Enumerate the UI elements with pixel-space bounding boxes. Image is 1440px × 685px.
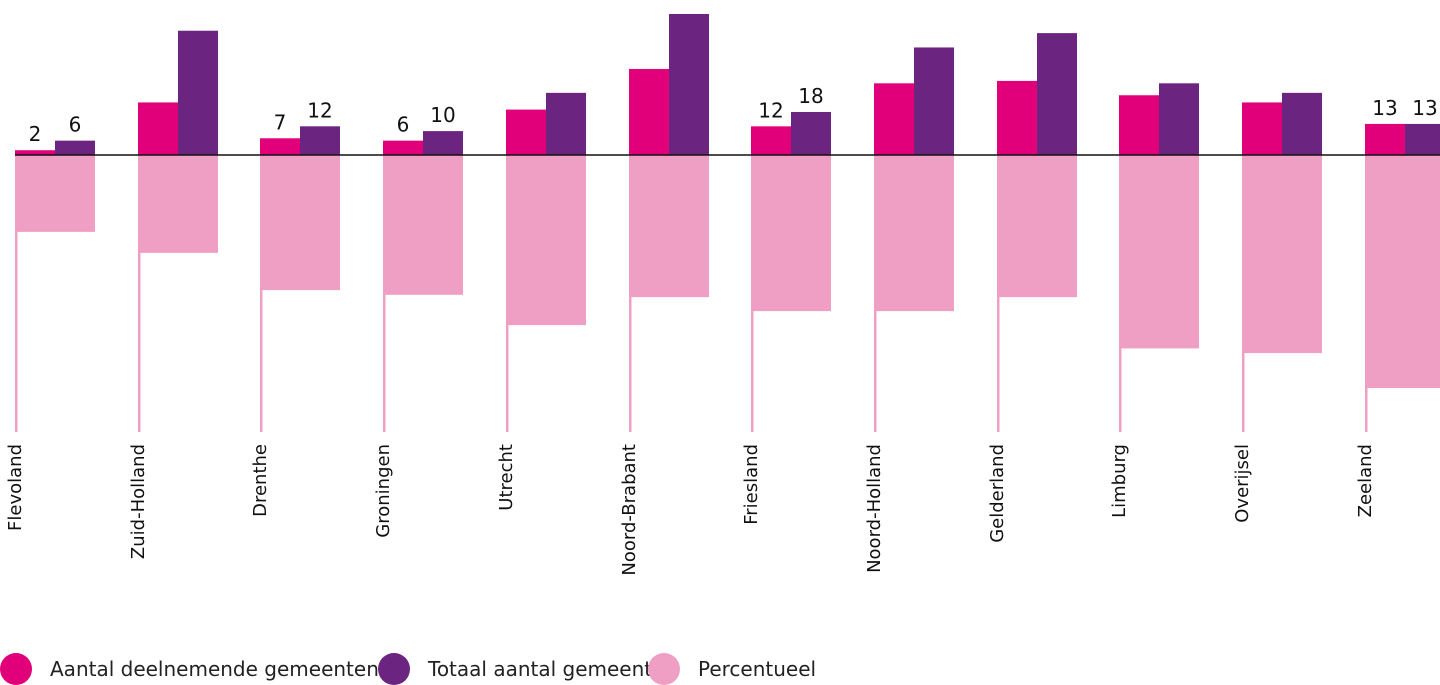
data-label-totaal-friesland: 18 xyxy=(798,84,823,108)
percent-bar-noord-holland xyxy=(874,155,954,312)
data-label-deelnemend-flevoland: 2 xyxy=(29,122,42,146)
percent-bar-gelderland xyxy=(997,155,1077,298)
legend-label-percentueel: Percentueel xyxy=(698,657,817,681)
legend-item-deelnemend: Aantal deelnemende gemeenten xyxy=(0,653,379,685)
leader-line-groningen xyxy=(383,155,386,432)
data-label-totaal-groningen: 10 xyxy=(430,103,455,127)
legend-swatch-deelnemend xyxy=(0,653,32,685)
category-label-noord-brabant: Noord-Brabant xyxy=(619,444,640,576)
totaal-bar-flevoland xyxy=(55,140,95,155)
deelnemend-bar-groningen xyxy=(383,140,423,155)
category-label-groningen: Groningen xyxy=(373,444,394,538)
data-label-totaal-flevoland: 6 xyxy=(69,113,82,137)
deelnemend-bar-drenthe xyxy=(260,138,300,155)
totaal-bar-noord-brabant xyxy=(669,14,709,155)
leader-line-overijsel xyxy=(1242,155,1245,432)
totaal-bar-drenthe xyxy=(300,126,340,155)
category-label-drenthe: Drenthe xyxy=(250,444,271,517)
percent-bar-noord-brabant xyxy=(629,155,709,298)
category-label-zuid-holland: Zuid-Holland xyxy=(128,444,149,559)
category-label-gelderland: Gelderland xyxy=(987,444,1008,543)
leader-line-limburg xyxy=(1119,155,1122,432)
data-label-totaal-drenthe: 12 xyxy=(307,98,332,122)
leader-line-gelderland xyxy=(997,155,1000,432)
category-label-zeeland: Zeeland xyxy=(1355,444,1376,517)
totaal-bar-friesland xyxy=(791,111,831,155)
category-label-noord-holland: Noord-Holland xyxy=(864,444,885,573)
totaal-bar-zuid-holland xyxy=(178,30,218,155)
deelnemend-bar-overijsel xyxy=(1242,102,1282,155)
leader-line-zeeland xyxy=(1365,155,1368,432)
totaal-bar-groningen xyxy=(423,131,463,155)
chart: Flevoland Zuid-Holland Drenthe Groningen Utr… xyxy=(5,14,1440,576)
percent-bar-friesland xyxy=(751,155,831,312)
totaal-bar-overijsel xyxy=(1282,92,1322,155)
leader-line-utrecht xyxy=(506,155,509,432)
percent-bar-groningen xyxy=(383,155,463,295)
data-label-totaal-zeeland: 13 xyxy=(1412,96,1437,120)
deelnemend-bar-friesland xyxy=(751,126,791,155)
leader-line-noord-holland xyxy=(874,155,877,432)
category-label-friesland: Friesland xyxy=(741,444,762,525)
deelnemend-bar-limburg xyxy=(1119,95,1159,155)
leader-line-drenthe xyxy=(260,155,263,432)
category-label-overijsel: Overijsel xyxy=(1232,444,1253,523)
deelnemend-bar-flevoland xyxy=(15,150,55,155)
legend-label-deelnemend: Aantal deelnemende gemeenten xyxy=(50,657,379,681)
data-label-deelnemend-friesland: 12 xyxy=(758,98,783,122)
deelnemend-bar-noord-brabant xyxy=(629,68,669,155)
data-label-deelnemend-groningen: 6 xyxy=(397,113,410,137)
data-label-deelnemend-drenthe: 7 xyxy=(274,110,287,134)
percent-bar-utrecht xyxy=(506,155,586,326)
legend-item-percentueel: Percentueel xyxy=(648,653,817,685)
percent-bar-zuid-holland xyxy=(138,155,218,253)
percent-bar-limburg xyxy=(1119,155,1199,349)
legend: Aantal deelnemende gemeenten Totaal aant… xyxy=(0,653,1440,685)
leader-line-noord-brabant xyxy=(629,155,632,432)
leader-line-friesland xyxy=(751,155,754,432)
category-label-utrecht: Utrecht xyxy=(496,444,517,511)
legend-label-totaal: Totaal aantal gemeenten xyxy=(428,657,678,681)
leader-line-zuid-holland xyxy=(138,155,141,432)
totaal-bar-limburg xyxy=(1159,83,1199,155)
totaal-bar-noord-holland xyxy=(914,47,954,155)
percent-bar-overijsel xyxy=(1242,155,1322,354)
percent-bar-drenthe xyxy=(260,155,340,291)
totaal-bar-zeeland xyxy=(1405,123,1440,155)
legend-item-totaal: Totaal aantal gemeenten xyxy=(378,653,678,685)
totaal-bar-gelderland xyxy=(1037,33,1077,155)
percent-bar-zeeland xyxy=(1365,155,1440,388)
totaal-bar-utrecht xyxy=(546,92,586,155)
percent-bar-flevoland xyxy=(15,155,95,232)
deelnemend-bar-zuid-holland xyxy=(138,102,178,155)
deelnemend-bar-gelderland xyxy=(997,80,1037,155)
legend-swatch-percentueel xyxy=(648,653,680,685)
deelnemend-bar-zeeland xyxy=(1365,123,1405,155)
category-label-limburg: Limburg xyxy=(1109,444,1130,518)
leader-line-flevoland xyxy=(15,155,18,432)
data-label-deelnemend-zeeland: 13 xyxy=(1372,96,1397,120)
deelnemend-bar-noord-holland xyxy=(874,83,914,155)
legend-swatch-totaal xyxy=(378,653,410,685)
category-label-flevoland: Flevoland xyxy=(5,444,26,531)
deelnemend-bar-utrecht xyxy=(506,109,546,155)
